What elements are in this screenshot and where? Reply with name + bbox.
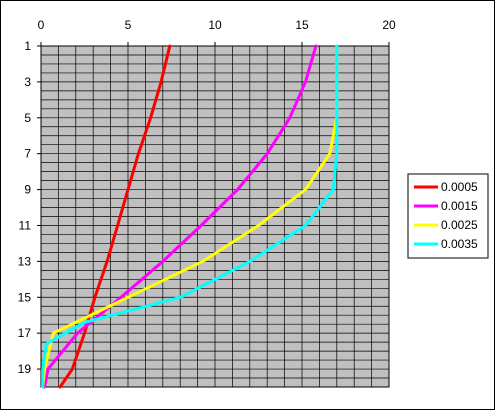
y-tick-label: 5	[24, 111, 31, 125]
y-tick-label: 11	[19, 218, 32, 232]
x-tick-label: 5	[125, 18, 132, 32]
y-tick-label: 7	[24, 147, 31, 161]
legend: 0.0005 0.0015 0.0025 0.0035	[407, 173, 489, 259]
y-tick-label: 9	[24, 183, 31, 197]
y-tick-label: 17	[18, 326, 32, 340]
y-tick-label: 15	[18, 290, 32, 304]
x-tick-label: 10	[208, 18, 222, 32]
y-tick-label: 1	[24, 39, 31, 53]
legend-label: 0.0005	[441, 180, 478, 194]
y-tick-label: 19	[18, 362, 32, 376]
series-line-0.0035	[41, 44, 339, 389]
legend-label: 0.0015	[441, 199, 478, 213]
series-line-0.0005	[58, 44, 172, 389]
y-tick-label: 13	[18, 254, 32, 268]
series-line-0.0015	[43, 44, 318, 389]
x-tick-label: 20	[382, 18, 396, 32]
x-tick-label: 0	[38, 18, 45, 32]
x-axis-ticks: 0 5 10 15 20	[38, 18, 396, 46]
y-tick-label: 3	[24, 75, 31, 89]
legend-label: 0.0025	[441, 218, 478, 232]
x-tick-label: 15	[295, 18, 309, 32]
legend-label: 0.0035	[441, 237, 478, 251]
series-group	[41, 44, 339, 389]
